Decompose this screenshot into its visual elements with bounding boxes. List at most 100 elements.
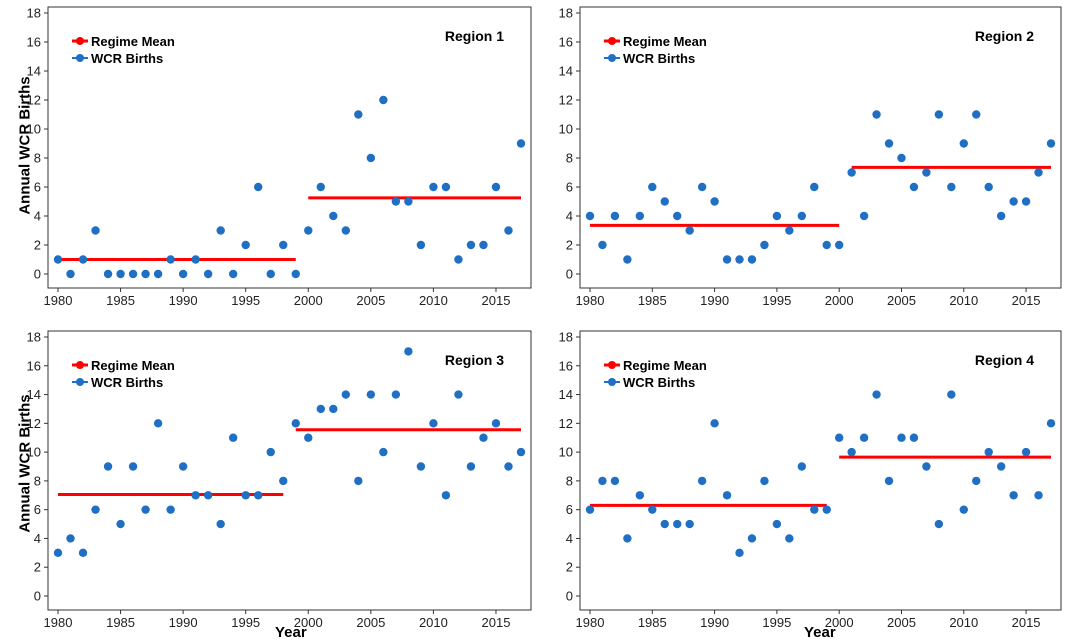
y-tick-label: 16 [559,35,573,50]
y-tick-label: 10 [559,445,573,460]
data-point [922,462,931,471]
chart-panel-4: 0 2 4 6 8 10 12 14 16 18 1980 1985 1990 1995 2000 2005 2… [559,330,1062,630]
data-point [1046,419,1056,428]
data-point [128,269,138,279]
data-point [153,269,163,279]
data-point [203,491,213,500]
data-point [304,433,313,442]
legend-mean-label: Regime Mean [623,34,707,49]
data-point [191,491,200,500]
data-point [141,269,150,279]
data-point [128,462,138,471]
y-tick-label: 12 [559,416,573,431]
data-point [598,476,607,486]
data-point [710,419,719,428]
data-point [996,462,1006,471]
data-point [735,548,744,558]
data-point [91,505,100,514]
x-tick-label: 2015 [482,293,511,308]
data-point [722,255,732,264]
data-point [660,519,669,529]
data-point [972,110,981,119]
x-tick-label: 2000 [294,293,323,308]
data-point [785,534,794,543]
data-point [66,534,75,543]
y-tick-label: 4 [34,209,41,224]
data-point [598,240,607,250]
data-point [847,447,856,457]
y-tick-label: 10 [27,445,41,460]
legend-births-label: WCR Births [91,51,163,66]
data-point [635,491,645,500]
data-point [441,491,451,500]
data-point [241,491,250,500]
legend-births-dot [608,378,616,386]
data-point [504,226,513,235]
data-point [859,211,869,221]
legend-births-dot [608,54,616,62]
x-tick-label: 2015 [1012,293,1041,308]
data-point [1009,197,1018,206]
data-point [479,240,488,250]
y-tick-label: 10 [27,122,41,137]
data-point [947,390,956,399]
data-point [797,462,807,471]
x-tick-label: 2015 [1012,615,1041,630]
data-point [53,255,63,264]
data-point [404,347,413,356]
data-point [379,447,388,457]
y-tick-label: 14 [27,387,41,402]
legend-births-label: WCR Births [91,375,163,390]
x-tick-label: 1980 [44,615,73,630]
data-point [872,390,881,399]
data-point [316,182,325,192]
panel-frame [47,330,532,611]
data-point [934,110,944,119]
x-tick-label: 1985 [106,293,135,308]
data-point [909,182,919,192]
y-tick-label: 6 [34,180,41,195]
x-tick-label: 2010 [949,293,978,308]
legend-mean-dot [76,37,84,45]
data-point [785,226,794,235]
x-tick-label: 1990 [169,615,198,630]
y-tick-label: 8 [566,473,573,488]
data-point [329,404,338,414]
y-tick-label: 12 [27,93,41,108]
data-point [379,95,388,105]
y-tick-label: 18 [559,6,573,21]
data-point [934,519,944,529]
data-point [491,419,501,428]
data-point [1046,139,1056,148]
x-tick-label: 1980 [576,615,605,630]
data-point [354,110,363,119]
data-point [241,240,250,250]
y-tick-label: 8 [34,473,41,488]
legend-mean-dot [608,37,616,45]
data-point [610,211,620,221]
data-point [847,168,856,177]
panel-frame [579,330,1062,611]
data-point [316,404,325,414]
data-point [685,519,694,529]
data-point [585,505,595,514]
data-point [416,240,426,250]
y-tick-label: 18 [27,330,41,345]
data-point [648,182,657,192]
y-tick-label: 10 [559,122,573,137]
legend-births-label: WCR Births [623,375,695,390]
data-point [859,433,869,442]
y-tick-label: 6 [34,502,41,517]
legend-mean-label: Regime Mean [91,34,175,49]
x-tick-label: 1980 [44,293,73,308]
data-point [354,476,363,486]
data-point [416,462,426,471]
data-point [266,269,275,279]
data-point [673,519,682,529]
data-point [772,519,782,529]
data-point [279,476,288,486]
data-point [660,197,669,206]
x-axis-label-right: Year [804,624,836,641]
data-point [441,182,451,192]
